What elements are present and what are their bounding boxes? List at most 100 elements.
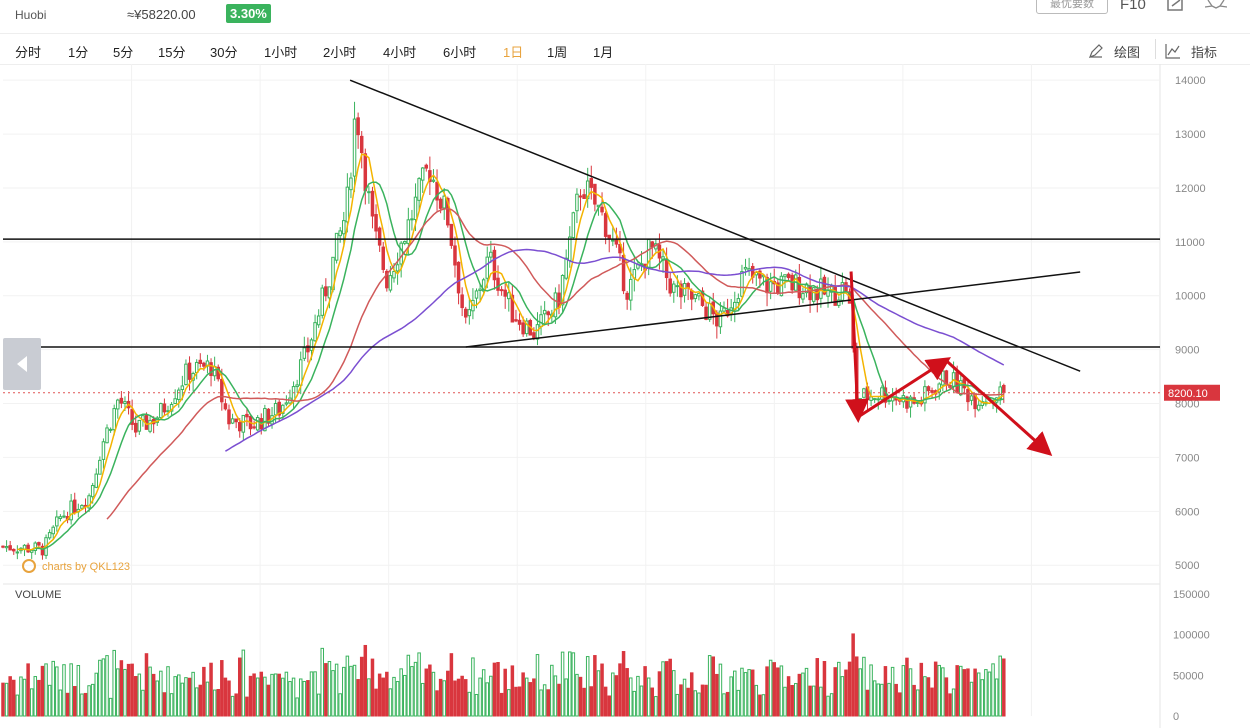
timeframe-tab-6[interactable]: 2小时 <box>323 45 357 60</box>
volume-bar <box>313 671 317 717</box>
candle-body <box>650 241 655 248</box>
volume-bar <box>277 673 281 717</box>
candle-body <box>62 515 66 518</box>
line-chart-icon[interactable] <box>1165 43 1181 59</box>
candle-body <box>603 213 608 237</box>
pencil-icon[interactable] <box>1088 43 1104 59</box>
f10-button[interactable]: F10 <box>1120 0 1146 13</box>
volume-bar <box>933 661 938 717</box>
volume-bar <box>639 685 644 717</box>
candle-body <box>327 286 332 299</box>
last-price-label: 8200.10 <box>1168 388 1208 400</box>
timeframe-tab-3[interactable]: 15分 <box>158 45 186 60</box>
volume-bar <box>298 678 303 717</box>
top-button[interactable]: 最优要数 <box>1036 0 1108 14</box>
candle-body <box>202 362 206 367</box>
volume-bar <box>869 664 873 717</box>
timeframe-tab-8[interactable]: 6小时 <box>443 45 477 60</box>
candle-body <box>697 293 701 297</box>
volume-bar <box>177 674 181 717</box>
volume-bar <box>126 663 131 717</box>
candle-body <box>485 256 490 279</box>
draw-tool-button[interactable]: 绘图 <box>1114 45 1141 60</box>
candle-body <box>55 516 59 527</box>
candle-body <box>184 363 188 386</box>
volume-bar <box>234 693 238 717</box>
volume-bar <box>654 696 658 717</box>
volume-bar <box>116 668 120 717</box>
volume-bar <box>883 666 888 717</box>
volume-bar <box>514 686 518 717</box>
candle-body <box>309 339 314 351</box>
candle-body <box>291 386 296 401</box>
volume-bar <box>395 681 400 717</box>
candle-body <box>306 345 310 353</box>
volume-bar <box>507 689 511 717</box>
volume-bar <box>123 668 127 717</box>
volume-bar <box>291 677 296 717</box>
volume-bar <box>528 682 533 717</box>
y-tick-label: 7000 <box>1175 452 1199 464</box>
indicators-button[interactable]: 指标 <box>1191 45 1218 60</box>
volume-bar <box>980 679 985 717</box>
volume-bar <box>571 652 576 717</box>
timeframe-tab-9[interactable]: 1日 <box>503 45 524 60</box>
timeframe-tab-2[interactable]: 5分 <box>113 45 134 60</box>
candle-body <box>568 236 572 261</box>
volume-tick-label: 150000 <box>1173 589 1210 601</box>
timeframe-tab-1[interactable]: 1分 <box>68 45 89 60</box>
volume-bar <box>198 684 203 717</box>
volume-bar <box>266 684 271 717</box>
star-icon[interactable] <box>1205 0 1227 14</box>
volume-bar <box>19 676 23 717</box>
volume-bar <box>880 683 884 717</box>
candle-body <box>456 261 461 294</box>
volume-bar <box>76 665 81 717</box>
candle-body <box>428 170 432 183</box>
prev-button[interactable] <box>3 338 41 390</box>
volume-bar <box>202 666 206 717</box>
watermark-logo <box>22 559 36 573</box>
volume-bar <box>923 676 927 717</box>
cny-price: ≈¥58220.00 <box>127 7 196 22</box>
volume-bar <box>159 670 163 717</box>
volume-bar <box>424 668 429 717</box>
volume-bar <box>675 693 680 717</box>
volume-bar <box>381 677 385 717</box>
candle-body <box>564 257 568 279</box>
volume-bar <box>194 687 199 717</box>
volume-bar <box>399 668 403 717</box>
timeframe-toolbar: 绘图 指标 分时 1分 5分 15分 30分 1小时 2小时 4小时 6小时 1日 1周 1月 <box>0 33 1250 65</box>
share-icon[interactable] <box>1166 0 1186 14</box>
candle-body <box>349 177 353 191</box>
volume-bar <box>747 669 751 717</box>
volume-bar <box>797 673 802 717</box>
timeframe-tab-11[interactable]: 1月 <box>593 45 614 60</box>
candle-body <box>112 408 116 431</box>
timeframe-tab-10[interactable]: 1周 <box>547 45 568 60</box>
candle-body <box>406 219 411 244</box>
candle-body <box>797 276 802 299</box>
candle-body <box>320 287 325 316</box>
timeframe-tab-4[interactable]: 30分 <box>210 45 238 60</box>
timeframe-tab-7[interactable]: 4小时 <box>383 45 417 60</box>
candle-body <box>80 505 84 509</box>
price-chart[interactable]: 5000 6000 7000 8000 9000 10000 11000 12000 13000… <box>0 64 1250 728</box>
volume-bar <box>987 671 992 717</box>
volume-bar <box>876 683 881 717</box>
candle-body <box>266 408 271 424</box>
timeframe-tab-5[interactable]: 1小时 <box>264 45 298 60</box>
volume-bar <box>44 663 48 717</box>
candle-body <box>116 399 120 410</box>
candle-body <box>15 551 20 554</box>
volume-bar <box>255 677 260 717</box>
volume-bar <box>600 663 604 717</box>
candle-body <box>377 227 382 246</box>
candle-body <box>388 275 393 291</box>
timeframe-tab-0[interactable]: 分时 <box>15 45 42 60</box>
volume-bar <box>661 661 665 717</box>
candle-body <box>664 258 669 279</box>
volume-bar <box>47 684 52 717</box>
volume-bar <box>761 694 766 717</box>
candle-body <box>22 544 27 550</box>
